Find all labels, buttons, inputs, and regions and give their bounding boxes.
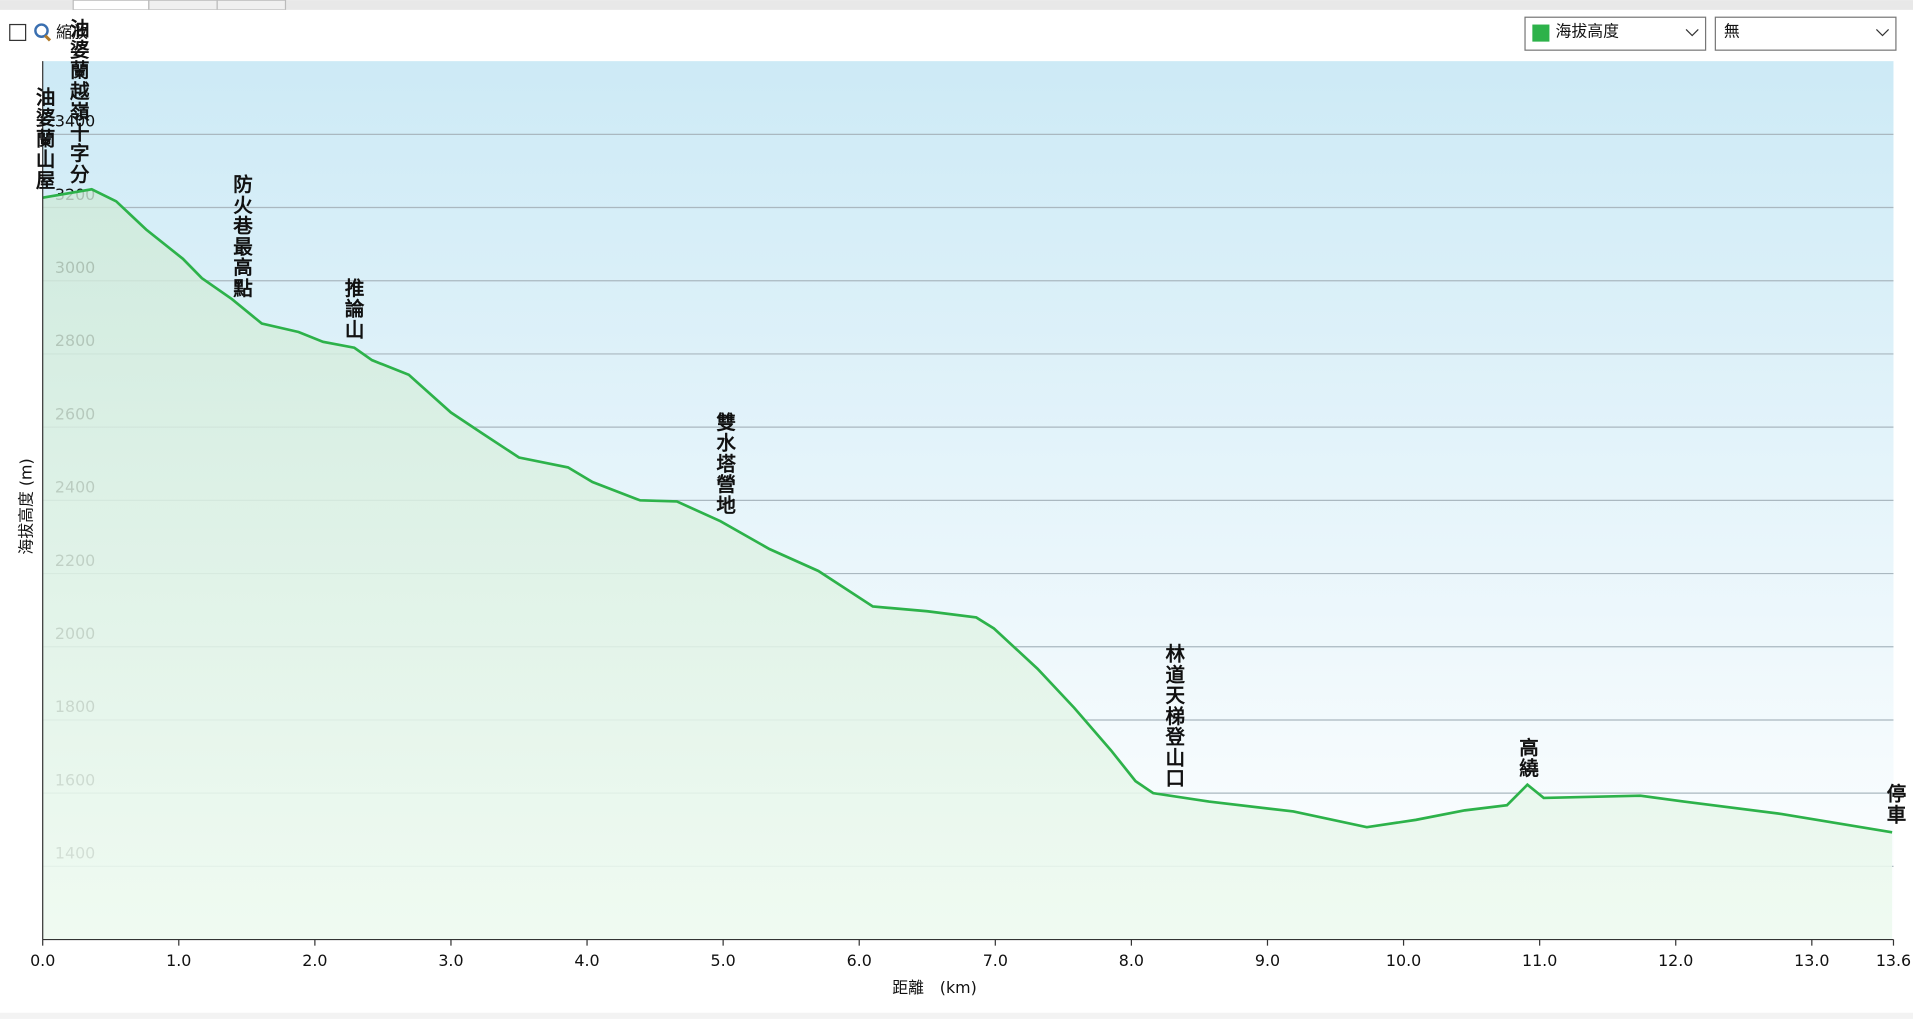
annotation: 油婆蘭越嶺十字分 bbox=[66, 18, 90, 185]
x-tick-label: 4.0 bbox=[574, 951, 599, 970]
x-tick-label: 8.0 bbox=[1119, 951, 1144, 970]
second-select[interactable] bbox=[1714, 16, 1897, 51]
dropdown-arrow bbox=[1875, 28, 1890, 37]
annotation: 停車 bbox=[1883, 783, 1906, 825]
y-axis-title: 海拔高度 (m) bbox=[16, 458, 35, 554]
y-tick-label: 3400 bbox=[55, 112, 95, 131]
annotation: 林道天梯登山口 bbox=[1162, 643, 1186, 789]
x-tick-label: 7.0 bbox=[983, 951, 1008, 970]
second-select-label: 無 bbox=[1724, 21, 1740, 40]
annotation: 防火巷最高點 bbox=[230, 173, 254, 298]
series-select-label: 海拔高度 bbox=[1556, 21, 1620, 40]
x-tick-label: 13.6 bbox=[1876, 951, 1911, 970]
tab[interactable] bbox=[72, 0, 150, 11]
x-tick-label: 9.0 bbox=[1255, 951, 1280, 970]
tab[interactable] bbox=[216, 0, 287, 11]
zoom-icon bbox=[44, 34, 52, 42]
x-tick-label: 12.0 bbox=[1658, 951, 1693, 970]
tab[interactable] bbox=[148, 0, 218, 11]
x-tick-label: 0.0 bbox=[30, 951, 55, 970]
zoom-label: 縮放 bbox=[56, 23, 88, 42]
x-tick-label: 1.0 bbox=[166, 951, 191, 970]
annotation: 油婆蘭山屋 bbox=[32, 86, 55, 191]
dropdown-arrow bbox=[1685, 28, 1699, 37]
area bbox=[42, 189, 1893, 940]
x-tick-label: 13.0 bbox=[1794, 951, 1829, 970]
zoom-checkbox[interactable] bbox=[9, 23, 27, 42]
zoom-icon bbox=[34, 23, 49, 38]
tab-strip bbox=[0, 0, 1913, 10]
annotation: 雙水塔營地 bbox=[713, 411, 736, 516]
x-tick-label: 3.0 bbox=[438, 951, 463, 970]
series-select[interactable] bbox=[1524, 16, 1707, 51]
x-tick-label: 6.0 bbox=[847, 951, 872, 970]
line bbox=[42, 187, 1893, 834]
annotation: 高繞 bbox=[1516, 736, 1539, 778]
series-swatch bbox=[1532, 24, 1550, 42]
x-axis-title: 距離 (km) bbox=[892, 978, 977, 997]
x-tick-label: 10.0 bbox=[1386, 951, 1421, 970]
annotation: 推論山 bbox=[341, 277, 364, 340]
x-tick-label: 2.0 bbox=[302, 951, 327, 970]
x-tick-label: 5.0 bbox=[711, 951, 736, 970]
x-tick-label: 11.0 bbox=[1522, 951, 1557, 970]
